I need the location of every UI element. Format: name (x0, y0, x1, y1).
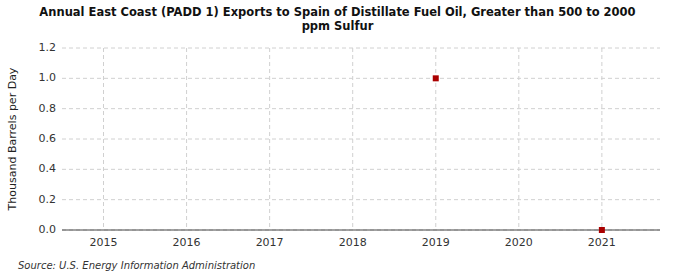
y-grid-line (62, 78, 660, 79)
x-grid-line (518, 48, 519, 230)
y-grid-line (62, 169, 660, 170)
y-tick-label: 0.0 (39, 223, 57, 236)
source-annotation: Source: U.S. Energy Information Administ… (18, 260, 255, 271)
x-tick-label: 2015 (90, 236, 118, 249)
x-grid-line (269, 48, 270, 230)
y-grid-line (62, 48, 660, 49)
y-tick-label: 0.2 (39, 193, 57, 206)
x-tick-label: 2019 (422, 236, 450, 249)
x-tick-label: 2020 (505, 236, 533, 249)
x-tick-label: 2017 (256, 236, 284, 249)
grid (62, 48, 660, 230)
x-grid-line (601, 48, 602, 230)
x-tick-label: 2016 (173, 236, 201, 249)
x-tick-label: 2018 (339, 236, 367, 249)
x-grid-line (103, 48, 104, 230)
y-grid-line (62, 199, 660, 200)
y-tick-label: 0.8 (39, 102, 57, 115)
x-grid-line (352, 48, 353, 230)
y-tick-label: 1.0 (39, 71, 57, 84)
x-tick-label: 2021 (588, 236, 616, 249)
x-grid-line (435, 48, 436, 230)
point (599, 227, 605, 233)
y-grid-line (62, 230, 660, 231)
points (433, 75, 605, 233)
y-axis-label: Thousand Barrels per Day (6, 67, 19, 211)
title: Annual East Coast (PADD 1) Exports to Sp… (39, 5, 635, 33)
y-tick-label: 0.4 (39, 162, 57, 175)
point (433, 75, 439, 81)
x-axis-line (62, 230, 660, 231)
y-tick-label: 1.2 (39, 41, 57, 54)
y-tick-label: 0.6 (39, 132, 57, 145)
chart: 0.0 0.2 0.4 0.6 0.8 1.0 1.2 2015 2016 2017 2018 201… (0, 0, 675, 275)
x-grid-line (186, 48, 187, 230)
y-grid-line (62, 139, 660, 140)
title-line: ppm Sulfur (302, 19, 374, 33)
title-line: Annual East Coast (PADD 1) Exports to Sp… (39, 5, 635, 19)
y-grid-line (62, 108, 660, 109)
